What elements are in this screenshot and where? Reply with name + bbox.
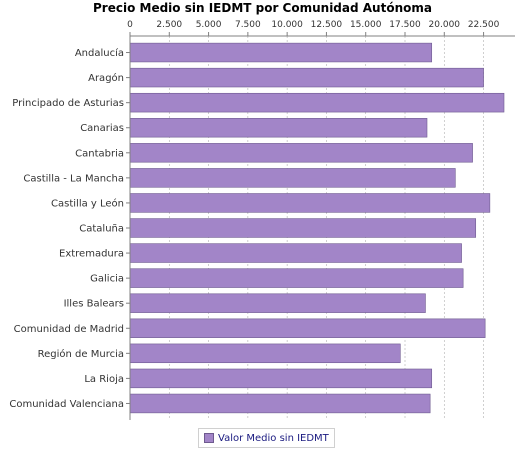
chart-title: Precio Medio sin IEDMT por Comunidad Aut… <box>93 1 432 15</box>
category-label: Cantabria <box>75 148 124 159</box>
x-tick-label: 12.500 <box>311 20 343 30</box>
x-tick-label: 10.000 <box>271 20 303 30</box>
bar <box>129 193 491 213</box>
bar <box>129 318 486 338</box>
category-label: Andalucía <box>75 47 124 59</box>
x-tick-label: 20.000 <box>429 20 461 30</box>
bar <box>129 42 433 63</box>
bar <box>129 118 428 138</box>
bar <box>129 243 462 263</box>
bar <box>129 268 464 288</box>
x-tick-label: 7.500 <box>235 20 261 30</box>
axis-layer: 0 2.500 5.000 7.500 10.000 12.500 15.000 17.500… <box>9 20 515 420</box>
bar <box>129 343 401 364</box>
category-label: Comunidad Valenciana <box>9 399 124 410</box>
category-label: Canarias <box>80 123 124 134</box>
x-tick-label: 17.500 <box>389 20 421 30</box>
x-tick-label: 15.000 <box>350 20 382 30</box>
bar <box>129 393 431 414</box>
legend-label: Valor Medio sin IEDMT <box>218 432 329 444</box>
bar <box>129 67 484 88</box>
category-label: Galicia <box>90 274 124 285</box>
category-label: Principado de Asturias <box>12 98 124 109</box>
x-tick-label: 0 <box>127 20 133 30</box>
x-tick-label: 22.500 <box>468 20 500 30</box>
bar <box>129 218 477 238</box>
bar <box>129 368 433 389</box>
category-label: Aragón <box>88 72 124 84</box>
category-label: Comunidad de Madrid <box>14 324 124 335</box>
category-label: Illes Balears <box>64 299 124 310</box>
category-label: Extremadura <box>59 249 124 260</box>
legend-swatch <box>204 433 214 443</box>
bar <box>129 92 505 113</box>
bar-layer <box>129 42 505 414</box>
category-label: Región de Murcia <box>38 348 124 360</box>
category-label: Castilla - La Mancha <box>23 173 124 184</box>
x-tick-label: 2.500 <box>156 20 182 30</box>
legend: Valor Medio sin IEDMT <box>198 428 335 448</box>
category-label: Castilla y León <box>51 197 124 209</box>
category-label: La Rioja <box>84 374 124 385</box>
bar <box>129 293 426 313</box>
bar-chart: 0 2.500 5.000 7.500 10.000 12.500 15.000 17.500… <box>9 20 515 420</box>
x-tick-label: 5.000 <box>196 20 222 30</box>
category-label: Cataluña <box>79 224 124 235</box>
bar <box>129 168 456 188</box>
bar <box>129 143 473 163</box>
